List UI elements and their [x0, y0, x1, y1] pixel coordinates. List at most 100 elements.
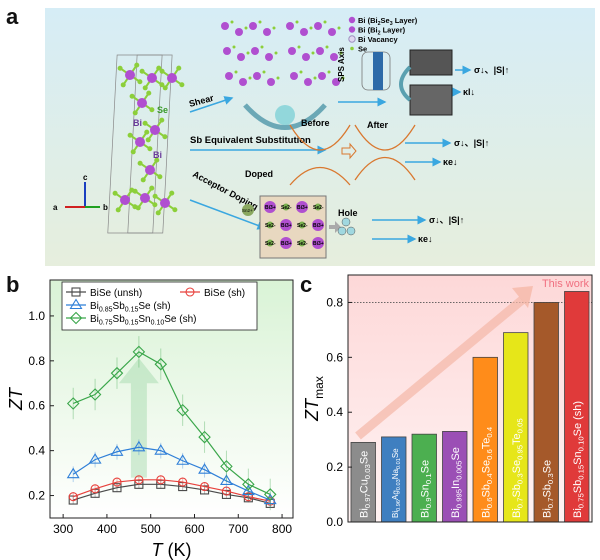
- y-tick-label: 0.4: [28, 444, 45, 458]
- y-tick-label: 0.6: [326, 350, 343, 364]
- bi-atom: [300, 28, 308, 36]
- bi-atom: [135, 137, 145, 147]
- series-diamond: [66, 336, 277, 511]
- bi-atom: [265, 53, 273, 61]
- effect-sb-0: σ↓、|S|↑: [454, 138, 489, 148]
- lattice-ion-label: Bi3+: [297, 205, 308, 211]
- bi-atom: [150, 125, 160, 135]
- y-tick-label: 0.2: [326, 460, 343, 474]
- se-atom: [311, 51, 315, 55]
- se-atom: [112, 190, 118, 196]
- data-point: [154, 357, 168, 371]
- panel-label-c: c: [300, 272, 312, 297]
- se-atom: [325, 45, 329, 49]
- conduction-band: [354, 124, 416, 151]
- se-atom-label: Se: [157, 105, 168, 115]
- bi-atom: [221, 22, 229, 30]
- bar: [503, 332, 529, 523]
- se-atom: [120, 82, 126, 88]
- bar-label: Bi0.75Sb0.15Sn0.10Se (sh): [572, 401, 586, 518]
- data-point: [185, 287, 195, 297]
- bar-label: Bi0.7Sb0.3Se: [541, 460, 555, 518]
- data-point: [88, 453, 102, 464]
- valence-band: [354, 156, 416, 181]
- se-atom: [137, 160, 143, 166]
- y-tick-label: 0.8: [326, 295, 343, 309]
- sps-sample: [373, 52, 383, 90]
- bi-atom: [288, 47, 296, 55]
- grain-stack: [409, 84, 453, 116]
- y-tick-label: 0.8: [28, 354, 45, 368]
- lattice-ion: [312, 219, 324, 231]
- data-point: [66, 467, 80, 479]
- se-atom: [327, 70, 331, 74]
- se-atom: [139, 68, 145, 74]
- bi-atom-label: Bi: [153, 150, 162, 160]
- schematic-legend-item: Bi (Bi2 Layer): [358, 26, 406, 37]
- se-atom: [146, 90, 152, 96]
- acceptor-arrow: [189, 199, 267, 230]
- bar: [472, 356, 498, 523]
- lattice-ion: [298, 221, 306, 229]
- bi-atom: [328, 28, 336, 36]
- band-before-label: Before: [301, 118, 330, 128]
- bi-atom: [286, 22, 294, 30]
- data-point: [68, 492, 78, 502]
- bi-atom: [330, 53, 338, 61]
- band-change-arrow: [341, 142, 357, 160]
- bi-atom: [167, 73, 177, 83]
- se-atom: [149, 107, 155, 113]
- bi-atom: [314, 22, 322, 30]
- trend-arrow-shaft: [355, 296, 525, 440]
- shear-vortex: [275, 105, 295, 125]
- se-atom: [172, 207, 178, 213]
- schematic-legend-item: Bi Vacancy: [358, 35, 398, 44]
- lattice-ion: [264, 201, 276, 213]
- bi-atom: [235, 28, 243, 36]
- lattice-ion: [314, 203, 322, 211]
- hole: [346, 226, 356, 236]
- hole-label: Hole: [338, 208, 358, 218]
- bi-atom: [267, 78, 275, 86]
- se-atom: [260, 45, 264, 49]
- data-point: [132, 440, 146, 452]
- panel-label-a: a: [6, 4, 19, 29]
- se-atom: [159, 68, 165, 74]
- se-atom: [129, 93, 135, 99]
- hole: [337, 226, 347, 236]
- se-atom: [179, 82, 185, 88]
- ztmax-comparison-chart: This work Bi0.97Cu0.03Se Bi0.96Ag0.03Na0.0…: [302, 274, 593, 529]
- bar-label: Bi0.97Cu0.03Se: [358, 451, 372, 518]
- x-tick-label: 600: [184, 522, 204, 536]
- legend-entry: Bi0.85Sb0.15Se (sh): [90, 301, 171, 314]
- se-atom: [156, 65, 162, 71]
- bi-atom: [318, 72, 326, 80]
- bar-label: Bi0.9Sn0.1Se: [419, 460, 433, 518]
- se-atom: [248, 76, 252, 80]
- x-tick-label: 300: [53, 522, 73, 536]
- y-tick-label: 0.6: [28, 399, 45, 413]
- bi-atom: [140, 193, 150, 203]
- x-tick-label: 700: [228, 522, 248, 536]
- bi-atom: [304, 78, 312, 86]
- x-tick-label: 400: [97, 522, 117, 536]
- bi-atom: [225, 72, 233, 80]
- panel-label-b: b: [6, 272, 19, 297]
- data-point: [134, 475, 144, 485]
- lattice-ion-label: Bi3+: [281, 241, 292, 247]
- shear-arrow: [189, 96, 234, 113]
- lattice-ion: [266, 221, 274, 229]
- bi-atom: [302, 53, 310, 61]
- bi-atom: [120, 195, 130, 205]
- doped-label: Doped: [245, 169, 273, 179]
- lattice-ion-label: Se2-: [297, 241, 308, 247]
- this-work-label: This work: [542, 278, 590, 290]
- se-atom: [246, 51, 250, 55]
- se-atom: [299, 70, 303, 74]
- bi-atom: [145, 165, 155, 175]
- bi-atom: [160, 198, 170, 208]
- se-atom: [244, 26, 248, 30]
- b-axis-label: b: [103, 203, 108, 212]
- zt-temperature-chart: 300 400 500 600 700 800 0.2 0.4 0.6 0.8 1.0 T (K) ZT…: [6, 279, 294, 560]
- lattice-ion-label: Se2-: [313, 205, 324, 211]
